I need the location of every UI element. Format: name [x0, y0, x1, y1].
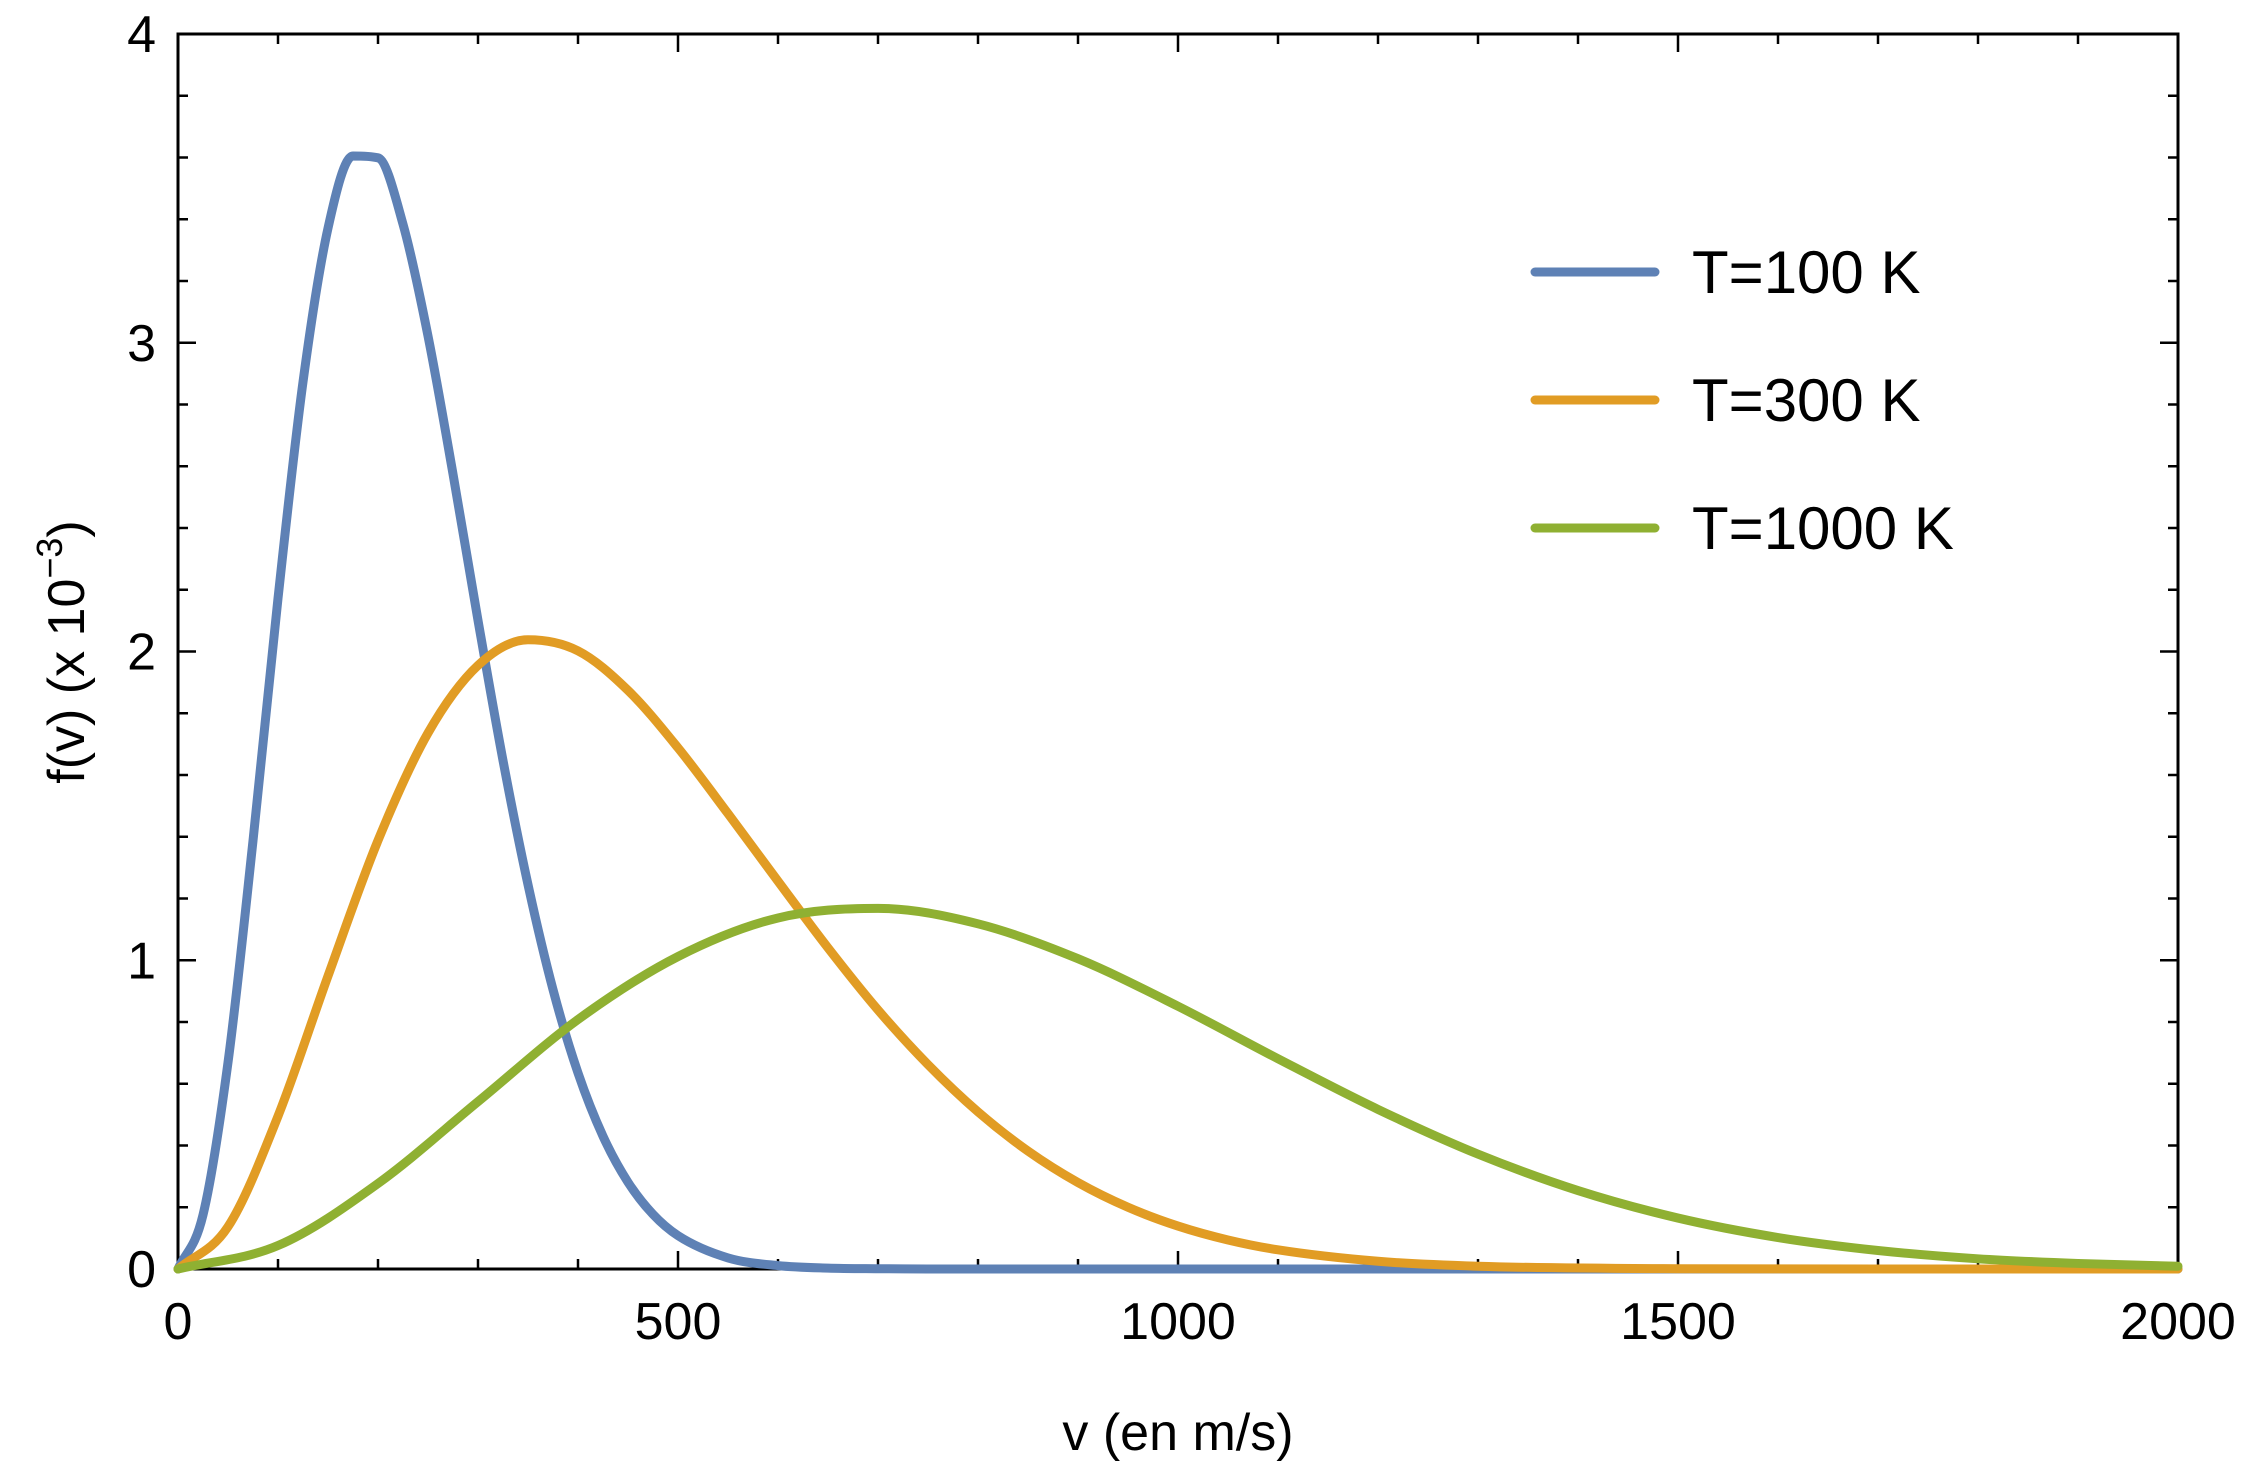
plot-frame	[176, 32, 2180, 1271]
x-tick-label: 500	[635, 1293, 722, 1351]
y-tick-label: 1	[127, 932, 156, 990]
y-axis-title-close: )	[38, 520, 96, 537]
legend-label-2: T=300 K	[1692, 367, 1921, 434]
legend-label-3: T=1000 K	[1692, 495, 1954, 562]
y-tick-label: 4	[127, 6, 156, 64]
series-line-1	[173, 151, 2183, 1274]
series-line-3	[173, 903, 2183, 1274]
legend: T=100 K T=300 K T=1000 K	[1530, 239, 1954, 562]
x-tick-label: 1000	[1120, 1293, 1236, 1351]
x-tick-label: 0	[164, 1293, 193, 1351]
x-tick-label: 2000	[2120, 1293, 2236, 1351]
x-tick-label: 1500	[1620, 1293, 1736, 1351]
y-tick-label: 3	[127, 315, 156, 373]
series-line-2	[173, 635, 2183, 1274]
y-tick-label: 2	[127, 624, 156, 682]
y-axis-title-exponent: −3	[29, 538, 70, 579]
x-axis: 0 500 1000 1500 2000	[164, 34, 2236, 1351]
legend-label-1: T=100 K	[1692, 239, 1921, 306]
y-axis-title-base: f(v) (x 10	[38, 579, 96, 784]
series-lines	[173, 151, 2183, 1274]
x-axis-title: v (en m/s)	[1062, 1404, 1293, 1462]
y-axis: 0 1 2 3 4	[127, 6, 2178, 1299]
y-axis-title: f(v) (x 10−3)	[29, 520, 96, 784]
y-tick-label: 0	[127, 1241, 156, 1299]
